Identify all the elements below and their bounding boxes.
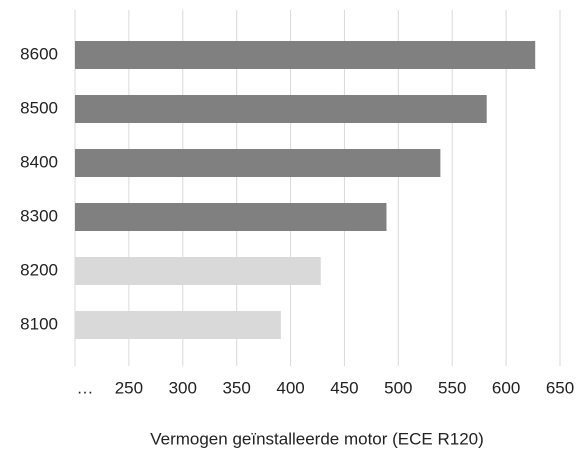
y-tick-label: 8600: [20, 44, 58, 63]
x-tick-label: 300: [169, 378, 197, 397]
bar: [75, 311, 281, 339]
y-tick-label: 8300: [20, 206, 58, 225]
y-tick-label: 8100: [20, 314, 58, 333]
y-tick-label: 8500: [20, 98, 58, 117]
x-tick-label: 600: [492, 378, 520, 397]
bar: [75, 95, 487, 123]
bar: [75, 257, 321, 285]
x-tick-label: …: [77, 378, 94, 397]
x-tick-label: 400: [276, 378, 304, 397]
x-tick-label: 250: [115, 378, 143, 397]
x-tick-label: 450: [330, 378, 358, 397]
y-tick-label: 8400: [20, 152, 58, 171]
x-axis-title: Vermogen geïnstalleerde motor (ECE R120): [150, 429, 484, 448]
x-tick-label: 350: [222, 378, 250, 397]
bar: [75, 41, 536, 69]
bar: [75, 203, 387, 231]
y-tick-label: 8200: [20, 260, 58, 279]
x-tick-label: 500: [384, 378, 412, 397]
x-tick-label: 550: [438, 378, 466, 397]
bar: [75, 149, 441, 177]
x-tick-label: 650: [546, 378, 574, 397]
